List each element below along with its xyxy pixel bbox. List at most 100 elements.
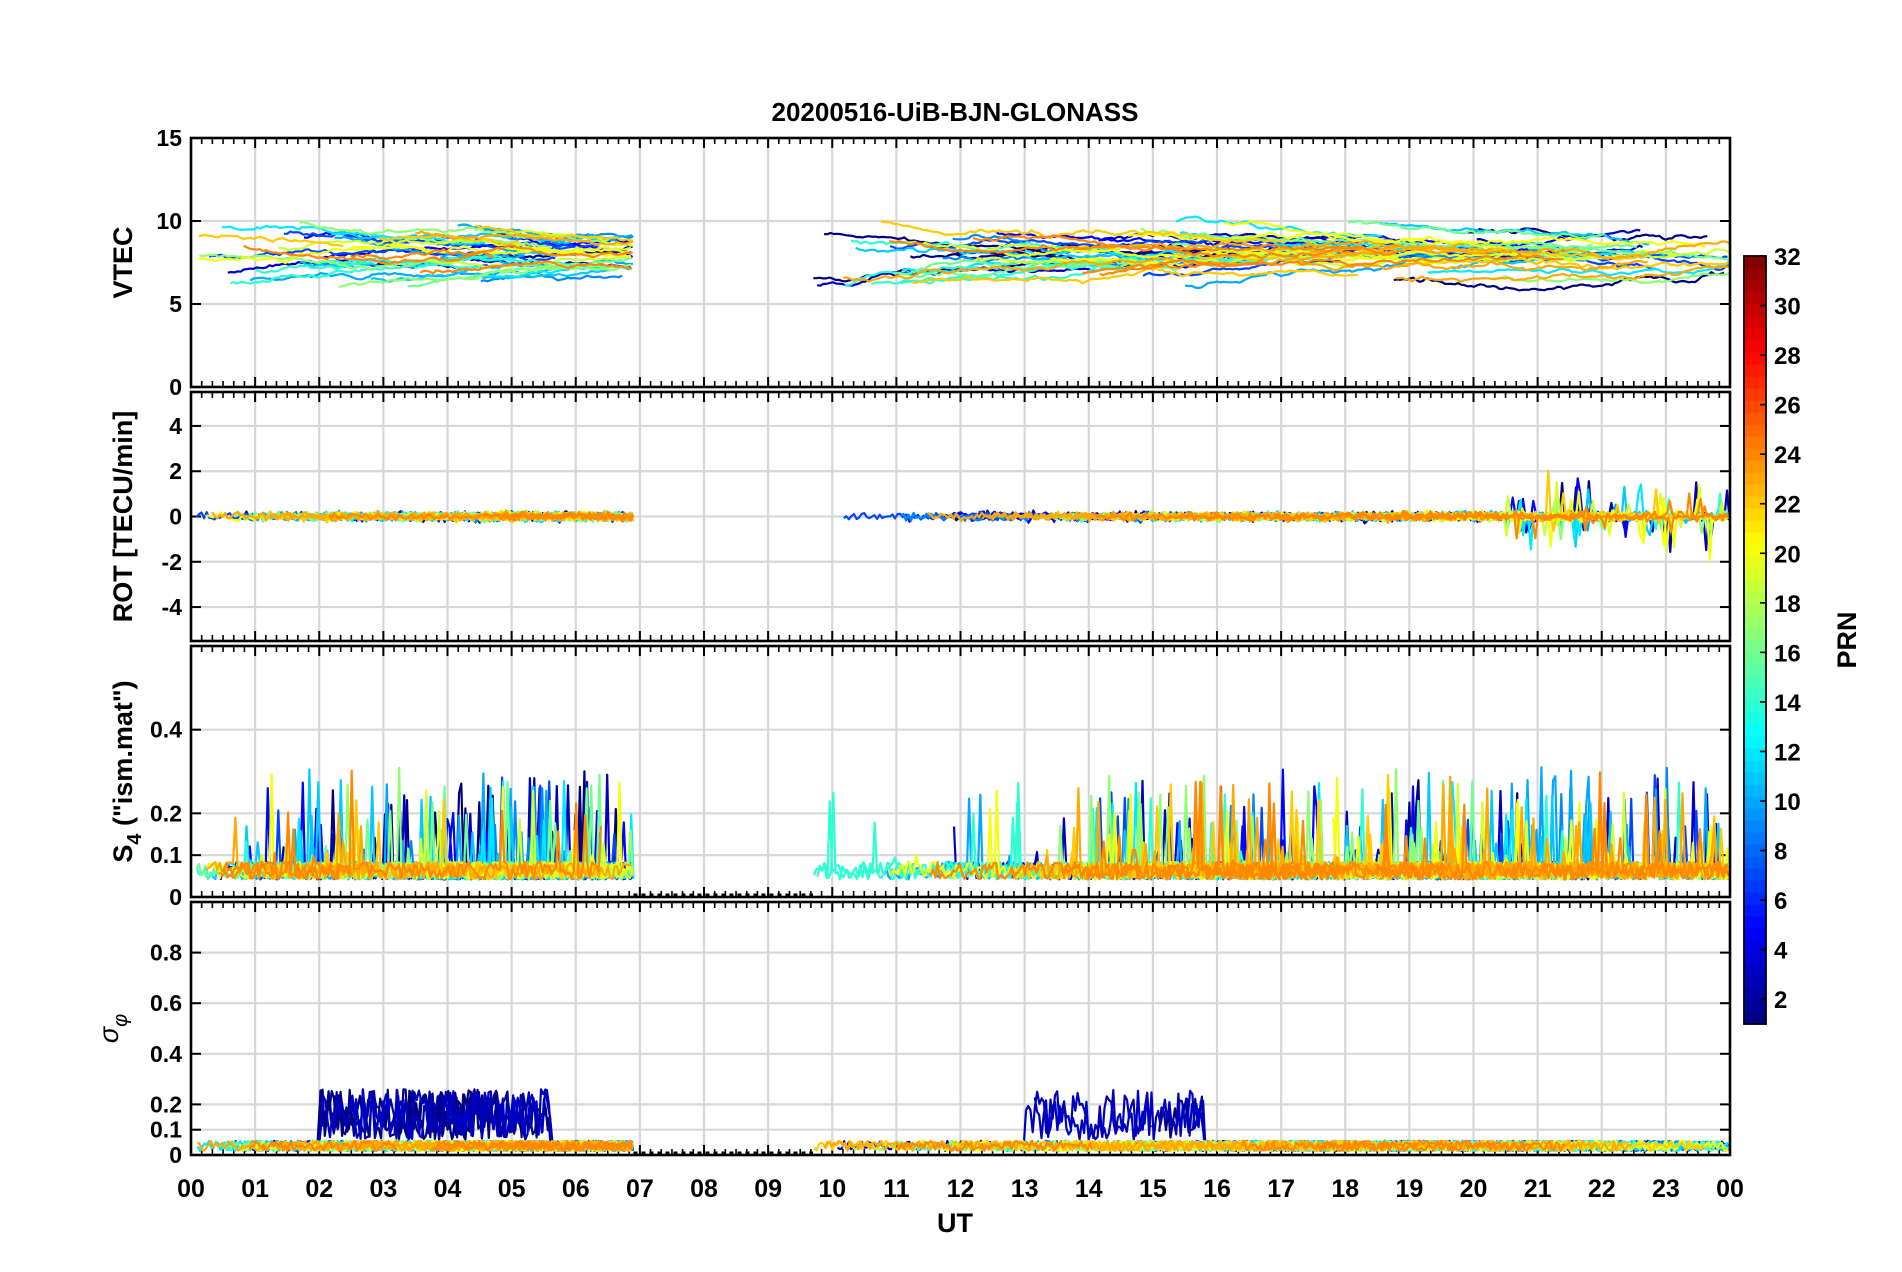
colorbar-band [1744, 928, 1766, 941]
series-line-prn-17 [1492, 271, 1731, 284]
colorbar-band [1744, 676, 1766, 689]
colorbar-band [1744, 916, 1766, 929]
panel-4: 00.10.2 0.4 0.6 0.8 σφ [94, 900, 1732, 1168]
colorbar-band [1744, 424, 1766, 437]
series-line-prn-7 [889, 238, 1208, 250]
series-line-prn-22 [198, 233, 344, 248]
series-line-prn-19 [905, 240, 1121, 253]
y-tick-label: 0.4 [150, 717, 182, 743]
colorbar-band [1744, 604, 1766, 617]
colorbar-band [1744, 712, 1766, 725]
x-tick-label: 18 [1331, 1175, 1359, 1203]
colorbar-band [1744, 520, 1766, 533]
y-tick-label: 0.6 [150, 990, 182, 1016]
colorbar-band [1744, 472, 1766, 485]
colorbar-band [1744, 724, 1766, 737]
colorbar-band [1744, 688, 1766, 701]
colorbar-tick-label: 4 [1774, 938, 1788, 965]
panel-ticks [190, 646, 1731, 898]
colorbar-band [1744, 628, 1766, 641]
colorbar-band [1744, 796, 1766, 809]
colorbar-tick-label: 22 [1774, 492, 1801, 519]
series-line-prn-24 [1099, 258, 1264, 277]
colorbar-band [1744, 496, 1766, 509]
y-tick-label: 15 [156, 125, 182, 151]
series-line-prn-23 [415, 230, 634, 247]
panel-series [195, 469, 1731, 561]
colorbar-band [1744, 748, 1766, 761]
y-tick-label: 0.2 [150, 1091, 182, 1117]
colorbar-band [1744, 904, 1766, 917]
colorbar-band [1744, 364, 1766, 377]
series-line-prn-14 [816, 791, 1050, 881]
colorbar-band [1744, 400, 1766, 413]
colorbar-band [1744, 280, 1766, 293]
colorbar-band [1744, 388, 1766, 401]
x-tick-label: 03 [369, 1175, 397, 1203]
colorbar-band [1744, 640, 1766, 653]
colorbar-band [1744, 880, 1766, 893]
panel-2: -4 -2 0 2 4 ROT [TECU/min] [108, 390, 1732, 643]
x-tick-label: 23 [1652, 1175, 1680, 1203]
series-line-prn-17 [1139, 227, 1590, 257]
series-line-prn-12 [221, 224, 486, 246]
x-tick-label: 00 [177, 1175, 205, 1203]
series-line-prn-23 [843, 251, 1379, 283]
series-line-prn-22 [475, 224, 633, 242]
series-line-prn-24 [1227, 782, 1482, 881]
x-tick-label: 15 [1139, 1175, 1167, 1203]
y-tick-label: 0 [169, 374, 182, 400]
colorbar-band [1744, 808, 1766, 821]
y-tick-label: 0 [169, 1142, 182, 1168]
y-axis-label: σφ [94, 1014, 132, 1043]
series-line-prn-24 [483, 510, 635, 522]
colorbar-band [1744, 508, 1766, 521]
colorbar-band [1744, 664, 1766, 677]
series-line-prn-24 [433, 1139, 633, 1152]
colorbar-band [1744, 568, 1766, 581]
series-line-prn-24 [889, 239, 1400, 260]
y-tick-label: 4 [169, 413, 182, 439]
colorbar-band [1744, 580, 1766, 593]
panel-1: 0 5 10 15 VTEC [108, 125, 1732, 400]
colorbar-tick-label: 8 [1774, 839, 1787, 866]
series-line-prn-24 [1498, 771, 1729, 880]
colorbar-band [1744, 268, 1766, 281]
y-tick-label: -4 [162, 594, 183, 620]
series-line-prn-24 [350, 244, 633, 260]
series-line-prn-1 [1393, 271, 1725, 292]
series-line-prn-12 [1427, 260, 1730, 277]
colorbar-tick-label: 24 [1774, 442, 1801, 469]
x-tick-label: 07 [626, 1175, 654, 1203]
x-tick-label: 12 [947, 1175, 975, 1203]
y-tick-label: 5 [169, 291, 182, 317]
colorbar-band [1744, 772, 1766, 785]
series-line-prn-24 [243, 244, 494, 265]
y-tick-label: 0.1 [150, 1117, 182, 1143]
colorbar-band [1744, 544, 1766, 557]
colorbar-band [1744, 892, 1766, 905]
colorbar-tick-label: 12 [1774, 739, 1801, 766]
series-line-prn-24 [248, 1139, 399, 1152]
colorbar-band [1744, 1000, 1766, 1013]
y-axis-label: VTEC [108, 226, 138, 298]
x-tick-label: 17 [1267, 1175, 1295, 1203]
series-line-prn-24 [221, 769, 602, 881]
colorbar-tick-label: 32 [1774, 244, 1801, 271]
series-line-prn-20 [345, 243, 632, 259]
series-line-prn-24 [419, 260, 633, 275]
series-line-prn-24 [895, 1139, 1094, 1152]
series-line-prn-14 [255, 258, 481, 274]
series-line-prn-16 [1347, 220, 1606, 240]
y-tick-label: 0 [169, 884, 182, 910]
y-tick-label: 2 [169, 458, 182, 484]
panel-3: 0 0.1 0.2 0.4S4 ("ism.mat") [108, 644, 1732, 910]
x-tick-label: 11 [883, 1175, 910, 1203]
colorbar-tick-label: 6 [1774, 888, 1787, 915]
colorbar-band [1744, 556, 1766, 569]
series-line-prn-24 [1355, 492, 1729, 540]
colorbar-tick-label: 30 [1774, 294, 1801, 321]
x-tick-label: 09 [754, 1175, 782, 1203]
x-axis-label: UT [937, 1208, 973, 1238]
